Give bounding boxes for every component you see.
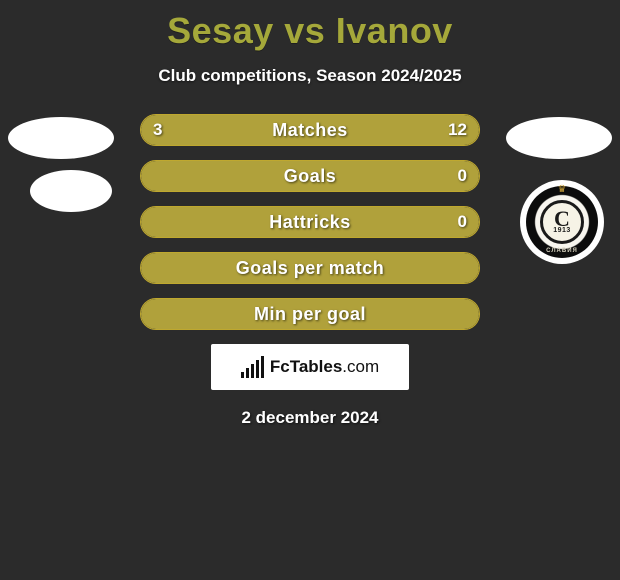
stat-bar: 0Goals	[140, 160, 480, 192]
stat-label: Matches	[141, 115, 479, 145]
stat-label: Goals	[141, 161, 479, 191]
stat-label: Goals per match	[141, 253, 479, 283]
stat-bar: 0Hattricks	[140, 206, 480, 238]
brand-text: FcTables.com	[270, 357, 379, 377]
page-subtitle: Club competitions, Season 2024/2025	[0, 66, 620, 86]
stat-bar: Min per goal	[140, 298, 480, 330]
brand-logo: FcTables.com	[211, 344, 409, 390]
stat-label: Min per goal	[141, 299, 479, 329]
stat-label: Hattricks	[141, 207, 479, 237]
player-left-avatar	[8, 117, 114, 159]
stat-bar: Goals per match	[140, 252, 480, 284]
club-left-badge	[30, 170, 112, 212]
comparison-bars: 312Matches 0Goals 0Hattricks Goals per matc…	[140, 114, 480, 330]
bars-icon	[241, 356, 264, 378]
snapshot-date: 2 december 2024	[0, 408, 620, 428]
crest-year: 1913	[553, 227, 571, 234]
player-right-avatar	[506, 117, 612, 159]
crest-icon: ♛ C 1913 СЛАВИЯ	[526, 186, 598, 258]
crest-letter: C	[554, 210, 570, 228]
stat-bar: 312Matches	[140, 114, 480, 146]
club-right-badge: ♛ C 1913 СЛАВИЯ	[520, 180, 604, 264]
page-title: Sesay vs Ivanov	[0, 0, 620, 52]
crest-ribbon: СЛАВИЯ	[526, 248, 598, 254]
crown-icon: ♛	[558, 184, 567, 195]
